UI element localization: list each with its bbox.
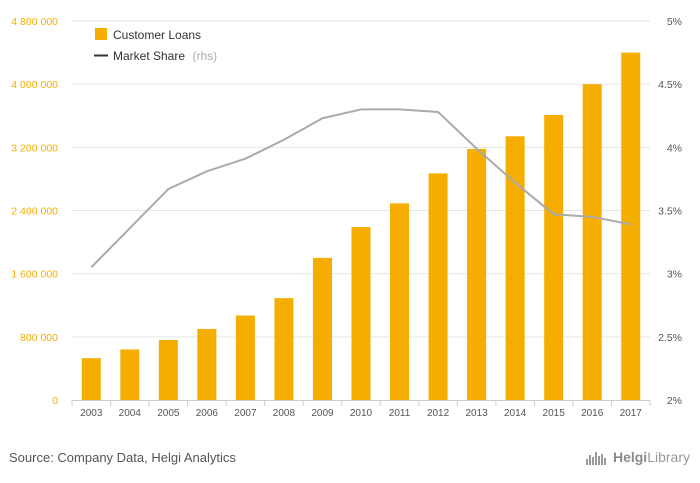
chart-svg: 0 800 000 1 600 000 2 400 000 3 200 000 4 000… <box>11 16 682 419</box>
legend: Customer Loans Market Share (rhs) <box>94 28 217 64</box>
left-axis-tick-label: 2 400 000 <box>11 206 58 218</box>
legend-swatch-customer-loans <box>95 28 107 40</box>
right-axis-tick-label: 2.5% <box>658 332 682 344</box>
legend-market-share-name: Market Share <box>113 49 185 63</box>
bar-customer-loans-2011 <box>390 203 410 400</box>
axis-layer: 0 800 000 1 600 000 2 400 000 3 200 000 4 000… <box>11 16 682 419</box>
x-axis-tick-label: 2015 <box>543 408 566 419</box>
x-axis-tick-label: 2009 <box>311 408 334 419</box>
right-axis-tick-label: 3% <box>667 269 682 281</box>
source-note: Source: Company Data, Helgi Analytics <box>9 450 236 465</box>
bar-customer-loans-2008 <box>274 298 294 400</box>
legend-market-share-suffix: (rhs) <box>192 49 217 63</box>
bar-customer-loans-2013 <box>467 148 487 400</box>
x-axis-tick-label: 2016 <box>581 408 604 419</box>
bar-customer-loans-2015 <box>544 114 564 400</box>
right-axis-tick-label: 4% <box>667 142 682 154</box>
x-axis-tick-label: 2017 <box>620 408 643 419</box>
left-axis-tick-label: 800 000 <box>20 332 58 344</box>
bar-customer-loans-2012 <box>428 173 448 400</box>
bar-customer-loans-2017 <box>621 52 641 400</box>
bar-customer-loans-2009 <box>312 257 332 400</box>
brand-name: HelgiLibrary <box>612 449 690 465</box>
bar-customer-loans-2007 <box>235 315 255 400</box>
x-axis-tick-label: 2011 <box>389 408 411 419</box>
building-icon <box>585 449 609 465</box>
bar-customer-loans-2004 <box>120 349 140 400</box>
x-axis-tick-label: 2004 <box>119 408 142 419</box>
left-axis-tick-label: 3 200 000 <box>11 142 58 154</box>
x-axis-tick-label: 2006 <box>196 408 219 419</box>
bar-customer-loans-2010 <box>351 227 371 400</box>
right-axis-tick-label: 3.5% <box>658 206 682 218</box>
bar-series <box>81 52 641 401</box>
x-axis-tick-label: 2003 <box>80 408 103 419</box>
right-axis-tick-label: 4.5% <box>658 79 682 91</box>
legend-label-customer-loans: Customer Loans <box>113 28 201 42</box>
line-series <box>90 108 631 269</box>
x-axis-tick-label: 2008 <box>273 408 296 419</box>
x-axis-tick-label: 2014 <box>504 408 527 419</box>
left-axis-tick-label: 0 <box>52 395 58 407</box>
bar-customer-loans-2005 <box>158 339 178 400</box>
legend-label-market-share: Market Share (rhs) <box>113 47 217 64</box>
bar-customer-loans-2003 <box>81 358 101 400</box>
bar-customer-loans-2016 <box>582 84 602 401</box>
left-axis-tick-label: 4 000 000 <box>11 79 58 91</box>
right-axis-tick-label: 5% <box>667 16 682 28</box>
left-axis-tick-label: 1 600 000 <box>11 269 58 281</box>
legend-swatch-market-share <box>94 54 108 57</box>
bar-customer-loans-2006 <box>197 328 217 400</box>
x-axis-tick-label: 2012 <box>427 408 450 419</box>
bar-customer-loans-2014 <box>505 136 525 400</box>
x-axis-tick-label: 2007 <box>234 408 257 419</box>
right-axis-tick-label: 2% <box>667 395 682 407</box>
helgi-library-logo: HelgiLibrary <box>585 449 690 465</box>
x-axis-tick-label: 2010 <box>350 408 373 419</box>
left-axis-tick-label: 4 800 000 <box>11 16 58 28</box>
x-axis-tick-label: 2013 <box>465 408 488 419</box>
x-axis-tick-label: 2005 <box>157 408 180 419</box>
